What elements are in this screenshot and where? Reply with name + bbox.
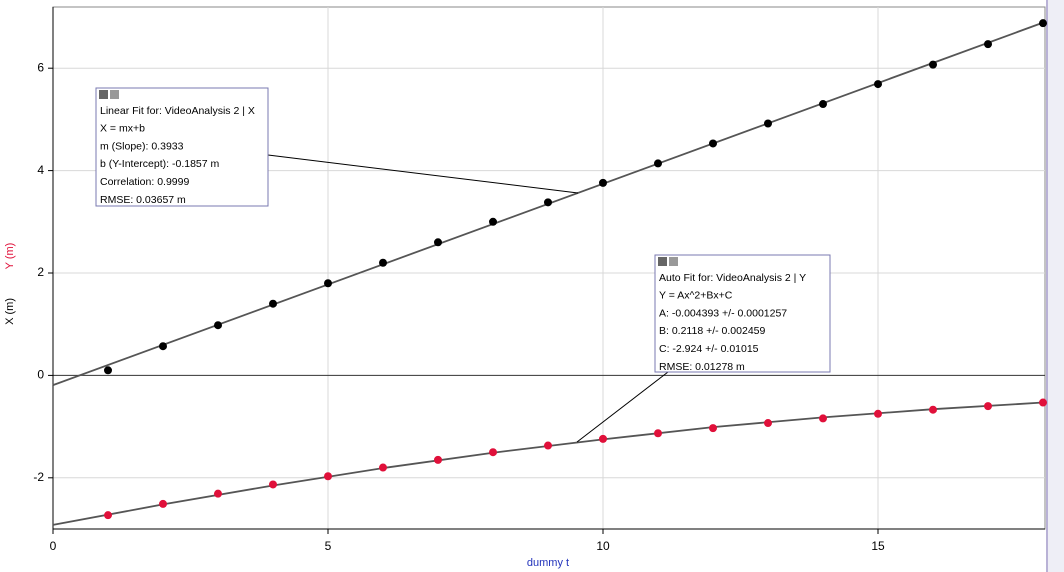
x-axis-label: dummy t (527, 557, 569, 569)
data-point (269, 299, 277, 308)
annotation-line: Y = Ax^2+Bx+C (659, 290, 733, 302)
annotation-line: Linear Fit for: VideoAnalysis 2 | X (100, 105, 255, 117)
y-tick-label: 0 (37, 368, 44, 382)
data-point (599, 178, 607, 187)
annotation-box: Auto Fit for: VideoAnalysis 2 | Y Y = Ax^… (654, 254, 831, 373)
icon (99, 90, 108, 99)
grid: 0 5 10 15 -2 0 2 4 6 (33, 6, 1046, 553)
annotation-line: B: 0.2118 +/- 0.002459 (659, 325, 766, 337)
data-point (819, 100, 827, 109)
data-point (1039, 19, 1047, 28)
annotation-box: Linear Fit for: VideoAnalysis 2 | X X = m… (95, 87, 269, 207)
x-tick-label: 0 (50, 539, 57, 553)
annotation-line: RMSE: 0.03657 m (100, 194, 186, 206)
icon (110, 90, 119, 99)
plot-frame (52, 6, 1046, 530)
data-point (214, 489, 222, 498)
data-point (984, 402, 992, 411)
side-strip-inner (1048, 0, 1064, 572)
data-point (654, 429, 662, 438)
box (654, 254, 831, 373)
data-point (764, 119, 772, 128)
data-point (159, 499, 167, 508)
data-point (709, 139, 717, 148)
data-point (544, 441, 552, 450)
data-point (434, 238, 442, 247)
data-point (654, 159, 662, 168)
y-tick-label: 6 (37, 60, 44, 74)
annotation-line: A: -0.004393 +/- 0.0001257 (659, 307, 787, 319)
data-point (709, 424, 717, 433)
y-axis-label: Y (m) (4, 243, 16, 270)
data-point (874, 409, 882, 418)
box (95, 87, 269, 207)
data-point (104, 511, 112, 520)
data-point (544, 198, 552, 207)
points (104, 19, 1047, 520)
data-point (379, 258, 387, 267)
annotation-line: RMSE: 0.01278 m (659, 361, 745, 373)
x-tick-label: 5 (325, 539, 332, 553)
annotation-line: C: -2.924 +/- 0.01015 (659, 343, 759, 355)
data-point (489, 448, 497, 457)
annotation-line: Auto Fit for: VideoAnalysis 2 | Y (659, 272, 806, 284)
y-axis-label: X (m) (4, 298, 16, 325)
y-tick-label: 4 (37, 163, 44, 177)
data-point (929, 405, 937, 414)
icon (658, 257, 667, 266)
annotation-line: m (Slope): 0.3933 (100, 140, 184, 152)
data-point (379, 463, 387, 472)
data-point (214, 321, 222, 330)
leader-line (267, 154, 579, 194)
data-point (984, 40, 992, 49)
icon (669, 257, 678, 266)
data-point (104, 366, 112, 375)
x-tick-label: 10 (596, 539, 610, 553)
data-point (599, 434, 607, 443)
data-point (159, 342, 167, 351)
data-point (819, 414, 827, 423)
data-point (489, 217, 497, 226)
data-point (874, 80, 882, 89)
data-point (1039, 398, 1047, 407)
fit-line (52, 401, 1044, 526)
leader-line (576, 371, 669, 443)
annotation-line: Correlation: 0.9999 (100, 176, 189, 188)
annotation-line: b (Y-Intercept): -0.1857 m (100, 158, 220, 170)
x-tick-label: 15 (871, 539, 885, 553)
data-point (269, 480, 277, 489)
y-tick-label: 2 (37, 265, 44, 279)
data-point (324, 279, 332, 288)
data-point (434, 455, 442, 464)
data-point (764, 419, 772, 428)
y-tick-label: -2 (33, 470, 44, 484)
data-point (929, 60, 937, 69)
annotation-line: X = mx+b (100, 123, 145, 135)
data-point (324, 472, 332, 481)
